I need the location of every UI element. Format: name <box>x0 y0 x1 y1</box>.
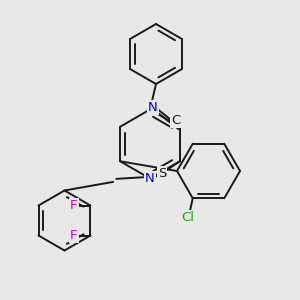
Text: F: F <box>70 229 78 242</box>
Text: N: N <box>148 101 158 114</box>
Text: F: F <box>70 199 78 212</box>
Text: Cl: Cl <box>182 211 195 224</box>
Text: C: C <box>171 114 180 127</box>
Text: N: N <box>145 172 155 185</box>
Text: S: S <box>158 167 166 180</box>
